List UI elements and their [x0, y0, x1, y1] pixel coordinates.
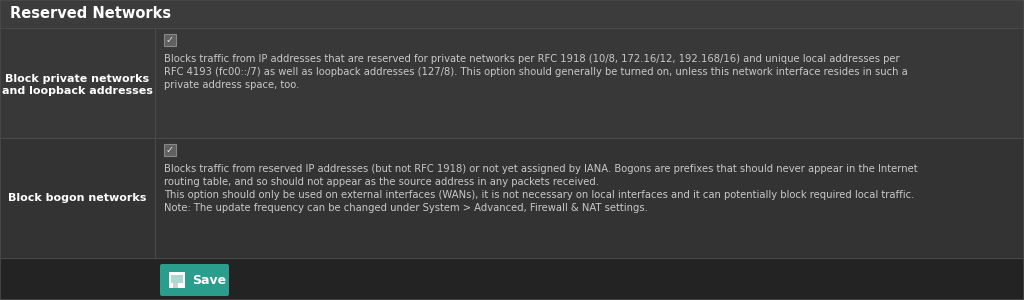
Text: routing table, and so should not appear as the source address in any packets rec: routing table, and so should not appear … — [164, 177, 599, 187]
Bar — [164, 144, 176, 156]
Bar — [0, 138, 1024, 258]
Text: This option should only be used on external interfaces (WANs), it is not necessa: This option should only be used on exter… — [164, 190, 914, 200]
Text: Block private networks: Block private networks — [5, 74, 150, 84]
Bar — [164, 34, 176, 46]
Bar — [0, 258, 1024, 300]
Bar — [171, 275, 183, 283]
Text: Save: Save — [193, 274, 226, 286]
FancyBboxPatch shape — [160, 264, 229, 296]
Text: Reserved Networks: Reserved Networks — [10, 7, 171, 22]
Text: ✓: ✓ — [166, 145, 174, 155]
Bar — [0, 28, 1024, 138]
Text: RFC 4193 (fc00::/7) as well as loopback addresses (127/8). This option should ge: RFC 4193 (fc00::/7) as well as loopback … — [164, 67, 907, 77]
Text: ✓: ✓ — [166, 35, 174, 45]
Text: private address space, too.: private address space, too. — [164, 80, 299, 90]
Text: Block bogon networks: Block bogon networks — [8, 193, 146, 203]
Text: and loopback addresses: and loopback addresses — [2, 86, 153, 96]
Bar — [169, 272, 185, 288]
Text: Note: The update frequency can be changed under System > Advanced, Firewall & NA: Note: The update frequency can be change… — [164, 203, 648, 213]
Text: Blocks traffic from IP addresses that are reserved for private networks per RFC : Blocks traffic from IP addresses that ar… — [164, 54, 900, 64]
Bar — [0, 0, 1024, 28]
Text: Blocks traffic from reserved IP addresses (but not RFC 1918) or not yet assigned: Blocks traffic from reserved IP addresse… — [164, 164, 918, 174]
Bar — [173, 283, 178, 288]
